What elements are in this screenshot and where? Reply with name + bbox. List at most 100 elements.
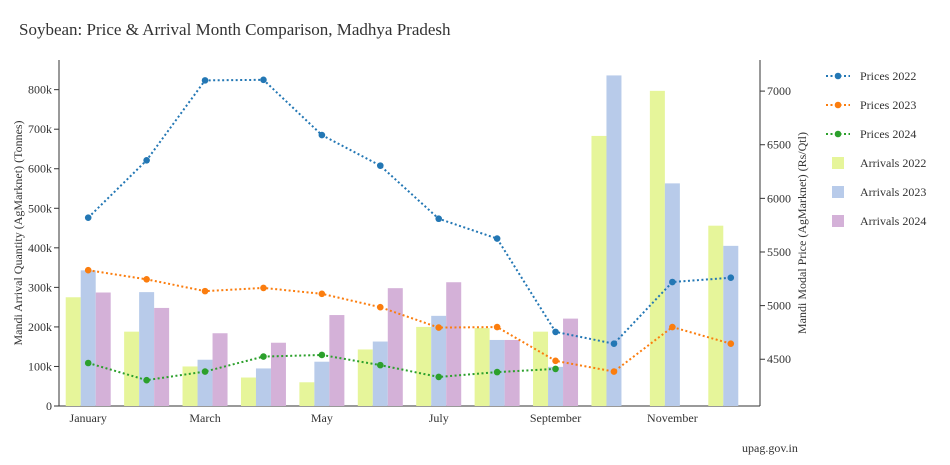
x-tick-label: July: [429, 411, 449, 425]
x-tick-label: January: [70, 411, 107, 425]
bar-arrivals-2022: [65, 297, 81, 406]
point-prices-2022: [493, 235, 501, 242]
bar-arrivals-2023: [431, 315, 447, 406]
x-tick-label: March: [189, 411, 220, 425]
y-axis-right-title: Mandi Modal Price (AgMarknet) (Rs/Qtl): [795, 132, 809, 334]
point-prices-2023: [201, 287, 209, 295]
source-label: upag.gov.in: [742, 441, 798, 455]
point-prices-2022: [669, 278, 676, 286]
point-prices-2024: [318, 351, 326, 359]
point-prices-2023: [435, 324, 443, 331]
bar-arrivals-2024: [387, 288, 403, 406]
y-left-tick-label: 400k: [28, 241, 52, 255]
point-prices-2023: [727, 340, 735, 347]
legend-swatch-bar: [832, 186, 844, 198]
point-prices-2023: [552, 357, 559, 365]
bar-arrivals-2022: [416, 326, 432, 406]
bar-arrivals-2024: [212, 333, 228, 406]
point-prices-2023: [493, 323, 501, 331]
point-prices-2024: [493, 368, 501, 376]
bar-arrivals-2023: [723, 245, 739, 406]
x-tick-label: May: [311, 411, 333, 425]
point-prices-2023: [260, 284, 267, 292]
point-prices-2022: [318, 131, 326, 139]
bar-arrivals-2022: [357, 349, 373, 406]
legend-label: Prices 2023: [860, 98, 916, 112]
point-prices-2022: [435, 215, 443, 223]
y-right-tick-label: 5000: [767, 299, 791, 313]
point-prices-2023: [318, 290, 326, 298]
bar-arrivals-2024: [95, 292, 111, 406]
y-left-tick-label: 600k: [28, 162, 52, 176]
bar-arrivals-2023: [80, 270, 96, 406]
point-prices-2024: [435, 373, 443, 381]
y-left-tick-label: 0: [46, 399, 52, 413]
point-prices-2024: [84, 359, 92, 367]
point-prices-2022: [610, 340, 618, 347]
legend-swatch-marker: [834, 72, 842, 80]
legend-label: Prices 2022: [860, 69, 916, 83]
x-tick-label: September: [530, 411, 581, 425]
y-left-tick-label: 700k: [28, 122, 52, 136]
point-prices-2024: [260, 353, 267, 360]
y-left-tick-label: 100k: [28, 359, 52, 373]
chart-title: Soybean: Price & Arrival Month Compariso…: [19, 20, 451, 39]
bar-arrivals-2022: [299, 382, 315, 406]
y-right-tick-label: 6000: [767, 191, 791, 205]
bar-arrivals-2023: [372, 341, 388, 406]
bar-arrivals-2023: [314, 361, 330, 406]
y-right-tick-label: 4500: [767, 352, 791, 366]
point-prices-2022: [201, 77, 209, 84]
point-prices-2023: [84, 266, 92, 274]
point-prices-2022: [84, 214, 92, 221]
point-prices-2023: [376, 303, 384, 311]
bar-arrivals-2024: [154, 307, 170, 406]
point-prices-2024: [201, 368, 209, 375]
line-prices-2022: [87, 78, 731, 345]
y-left-tick-label: 800k: [28, 83, 52, 97]
point-prices-2022: [376, 162, 384, 169]
point-prices-2024: [552, 365, 559, 373]
point-prices-2023: [143, 276, 150, 283]
bar-arrivals-2023: [548, 366, 564, 406]
y-axis-left-title: Mandi Arrival Quantity (AgMarknet) (Tonn…: [11, 120, 25, 345]
y-left-tick-label: 200k: [28, 320, 52, 334]
bar-arrivals-2022: [649, 90, 665, 406]
point-prices-2022: [143, 156, 150, 164]
y-right-tick-label: 6500: [767, 138, 791, 152]
x-tick-label: November: [647, 411, 698, 425]
line-prices-2023: [88, 269, 732, 373]
y-left-tick-label: 300k: [28, 280, 52, 294]
bar-arrivals-2024: [329, 315, 345, 406]
bar-arrivals-2022: [124, 331, 140, 406]
legend-label: Arrivals 2022: [860, 156, 926, 170]
legend-swatch-marker: [834, 101, 842, 109]
point-prices-2022: [260, 76, 267, 84]
bar-arrivals-2023: [197, 359, 213, 406]
point-prices-2023: [610, 368, 618, 375]
bar-arrivals-2023: [139, 292, 155, 406]
bar-arrivals-2022: [708, 225, 724, 406]
y-right-tick-label: 5500: [767, 245, 791, 259]
bar-arrivals-2023: [606, 75, 622, 406]
y-right-tick-label: 7000: [767, 84, 791, 98]
point-prices-2024: [143, 376, 150, 384]
bar-arrivals-2024: [504, 339, 520, 406]
bar-arrivals-2024: [270, 342, 286, 406]
bar-arrivals-2024: [563, 318, 579, 406]
legend-label: Arrivals 2023: [860, 185, 926, 199]
bar-arrivals-2023: [255, 368, 271, 406]
legend-swatch-bar: [832, 215, 844, 227]
y-left-tick-label: 500k: [28, 201, 52, 215]
legend-swatch-bar: [832, 157, 844, 169]
bar-arrivals-2022: [591, 135, 607, 406]
legend-label: Arrivals 2024: [860, 214, 926, 228]
bar-arrivals-2022: [182, 366, 198, 406]
legend-swatch-marker: [834, 130, 842, 138]
bar-arrivals-2022: [474, 328, 490, 406]
point-prices-2022: [727, 274, 735, 282]
point-prices-2023: [669, 323, 676, 331]
point-prices-2024: [376, 361, 384, 369]
bar-arrivals-2024: [446, 282, 462, 406]
